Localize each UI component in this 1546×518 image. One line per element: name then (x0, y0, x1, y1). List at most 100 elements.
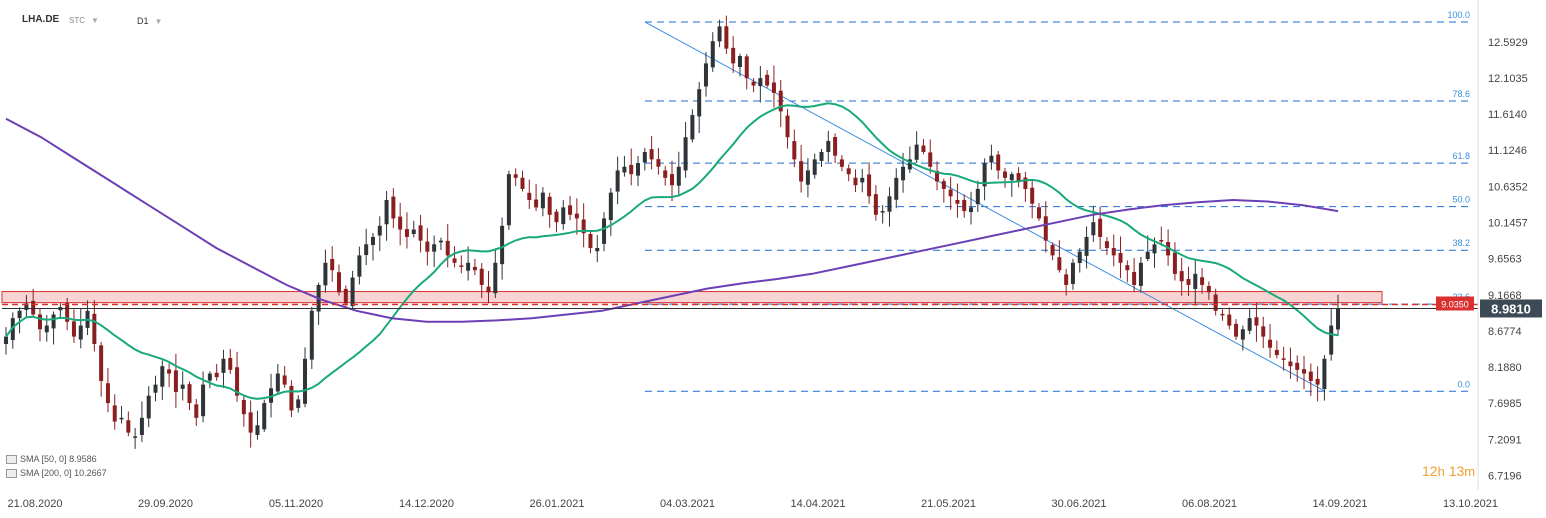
x-tick-label: 21.05.2021 (921, 498, 976, 510)
x-tick-label: 04.03.2021 (660, 498, 715, 510)
candle-body (710, 41, 715, 68)
indicator-legend-sma200[interactable]: SMA [200, 0] 10.2667 (6, 468, 107, 479)
alert-price-badge (1436, 296, 1474, 311)
candle-body (765, 74, 770, 86)
candle-body (139, 417, 144, 436)
candle-body (955, 199, 960, 204)
indicator-name: SMA (20, 454, 40, 464)
indicator-settings-icon[interactable] (6, 455, 17, 465)
candle-body (588, 234, 593, 248)
trend-line[interactable] (644, 21, 1326, 392)
candle-body (384, 200, 389, 225)
symbol-label[interactable]: LHA.DE (22, 14, 60, 25)
price-labels: 9.0350 8.9810 (1436, 296, 1542, 318)
candle-body (1302, 369, 1307, 374)
y-tick-label: 7.6985 (1488, 398, 1522, 410)
candle-body (1064, 274, 1069, 285)
candle-body (683, 137, 688, 171)
candle-body (146, 395, 151, 419)
candle-body (466, 262, 471, 271)
timer-minutes-unit: m (1464, 464, 1476, 479)
candle-body (744, 56, 749, 79)
candle-body (907, 159, 912, 170)
candle-body (1125, 265, 1130, 271)
y-tick-label: 11.1246 (1488, 145, 1527, 157)
x-tick-label: 14.04.2021 (790, 498, 845, 510)
fib-level-label: 78.6 (1452, 89, 1470, 99)
candle-body (778, 90, 783, 112)
candle-body (975, 188, 980, 205)
candle-body (1193, 273, 1198, 289)
candle-body (860, 177, 865, 183)
candle-body (1186, 279, 1191, 285)
candle-body (479, 268, 484, 285)
candle-body (1111, 247, 1116, 256)
candle-body (92, 313, 97, 344)
fib-level-label: 50.0 (1452, 195, 1470, 205)
last-price-text: 8.9810 (1491, 301, 1531, 316)
candle-body (241, 399, 246, 415)
y-tick-label: 6.7196 (1488, 470, 1522, 482)
candle-body (506, 174, 511, 226)
candle-body (1329, 325, 1334, 355)
candle-body (1030, 187, 1035, 204)
candle-body (703, 63, 708, 87)
candle-body (1159, 240, 1164, 242)
candle-body (941, 181, 946, 189)
candle-body (248, 412, 253, 433)
candle-body (1281, 358, 1286, 360)
candle-body (398, 216, 403, 230)
candle-body (350, 277, 355, 307)
x-tick-label: 21.08.2020 (7, 498, 62, 510)
chevron-down-icon: ▼ (91, 16, 99, 25)
fib-level-label: 38.2 (1452, 238, 1470, 248)
candle-body (1227, 314, 1232, 326)
candle-body (513, 174, 518, 178)
candle-body (1016, 173, 1021, 182)
candle-body (547, 196, 552, 215)
candle-body (221, 358, 226, 373)
candle-body (1145, 251, 1150, 260)
candle-body (391, 196, 396, 219)
indicator-legend-sma50[interactable]: SMA [50, 0] 8.9586 (6, 454, 97, 465)
candle-body (1084, 236, 1089, 256)
support-zone[interactable] (1, 291, 1383, 304)
candle-body (180, 384, 185, 389)
candle-body (364, 244, 369, 256)
candle-body (853, 177, 858, 186)
candle-body (1274, 349, 1279, 356)
interval-dropdown[interactable]: D1 ▼ (137, 16, 162, 26)
candle-body (1288, 361, 1293, 367)
candle-body (901, 166, 906, 181)
indicator-settings-icon[interactable] (6, 469, 17, 479)
candle-body (44, 325, 49, 333)
candle-body (500, 225, 505, 265)
instrument-type-dropdown[interactable]: STC ▼ (69, 16, 99, 25)
candle-body (758, 78, 763, 87)
indicator-name: SMA (20, 468, 40, 478)
candle-body (1200, 277, 1205, 285)
candle-body (1213, 294, 1218, 311)
candle-body (982, 163, 987, 187)
candle-body (656, 159, 661, 167)
candle-body (568, 205, 573, 215)
x-tick-label: 14.09.2021 (1312, 498, 1367, 510)
y-tick-label: 9.1668 (1488, 290, 1522, 302)
candle-body (201, 384, 206, 417)
candle-body (676, 166, 681, 186)
candle-body (649, 149, 654, 160)
fibonacci-retracement[interactable]: 100.078.661.850.038.223.60.0 (645, 10, 1472, 392)
candle-body (493, 262, 498, 294)
candle-body (771, 82, 776, 93)
candle-body (785, 115, 790, 138)
candle-body (1206, 286, 1211, 293)
candle-body (1179, 271, 1184, 282)
candle-body (173, 370, 178, 392)
candle-body (323, 262, 328, 286)
candle-body (527, 192, 532, 200)
candle-body (1077, 251, 1082, 263)
candle-body (914, 144, 919, 160)
y-tick-label: 7.2091 (1488, 434, 1522, 446)
candle-body (1003, 171, 1007, 178)
